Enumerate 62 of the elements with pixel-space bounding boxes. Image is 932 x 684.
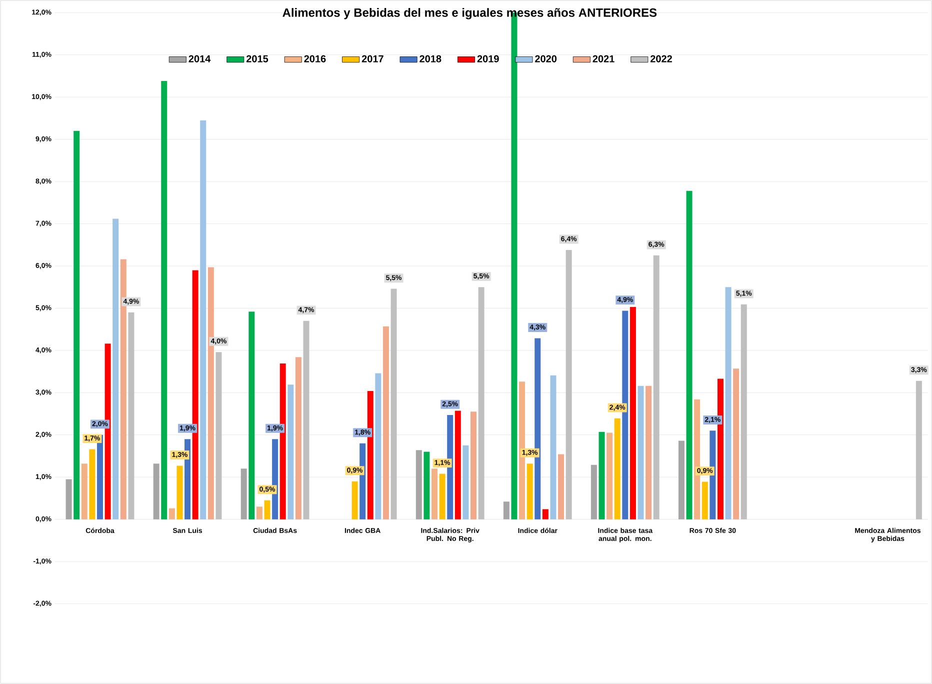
bar: [646, 386, 652, 520]
bar: [470, 412, 477, 520]
bar: [81, 464, 88, 520]
bar: [295, 357, 302, 520]
bar: [240, 468, 247, 520]
bar: [74, 130, 80, 520]
bar: [740, 304, 747, 520]
bar: [638, 386, 644, 520]
bar: [382, 326, 389, 520]
bar: [653, 255, 660, 520]
bar: [606, 432, 613, 520]
legend-label: 2021: [592, 55, 614, 62]
bar: [264, 500, 270, 520]
bar: [733, 368, 740, 520]
legend-label: 2019: [477, 55, 499, 62]
bar: [542, 509, 548, 520]
bar: [590, 464, 597, 520]
bar: [598, 432, 605, 520]
bar: [416, 450, 422, 520]
bar: [566, 250, 572, 520]
bar: [303, 320, 310, 520]
bar: [503, 502, 510, 520]
bar: [916, 380, 922, 520]
bar: [161, 81, 168, 520]
bar: [526, 464, 533, 520]
bar: [678, 440, 684, 520]
bar: [375, 373, 382, 520]
bar: [256, 506, 262, 520]
bar: [686, 190, 692, 520]
bar: [702, 482, 708, 520]
bar: [614, 418, 620, 520]
bar: [176, 466, 183, 520]
bar: [550, 375, 556, 520]
legend-label: 2018: [420, 55, 442, 62]
legend-label: 2015: [246, 55, 268, 62]
bar: [89, 449, 96, 520]
bar: [352, 481, 358, 520]
bar: [439, 474, 446, 520]
bar: [725, 287, 732, 520]
legend-label: 2017: [362, 55, 384, 62]
bar: [630, 306, 636, 520]
bar: [112, 218, 119, 520]
bar: [454, 410, 461, 520]
bar: [200, 120, 206, 520]
bar: [390, 288, 397, 520]
bar: [168, 508, 175, 520]
bar: [248, 312, 255, 520]
legend-label: 2022: [650, 55, 672, 62]
legend-label: 2020: [535, 55, 557, 62]
bar: [66, 479, 72, 520]
bar: [478, 287, 484, 520]
bar: [153, 464, 160, 520]
bar: [558, 454, 564, 520]
bar: [128, 312, 134, 520]
legend-label: 2014: [188, 55, 211, 62]
bar: [288, 384, 294, 520]
bar: [432, 468, 438, 520]
legend-label: 2016: [304, 55, 326, 62]
bar: [216, 352, 222, 520]
bar: [462, 445, 469, 520]
text: Alimentos y Bebidas del mes e iguales meses años ANTERIORES: [282, 8, 657, 20]
bar: [424, 452, 430, 520]
